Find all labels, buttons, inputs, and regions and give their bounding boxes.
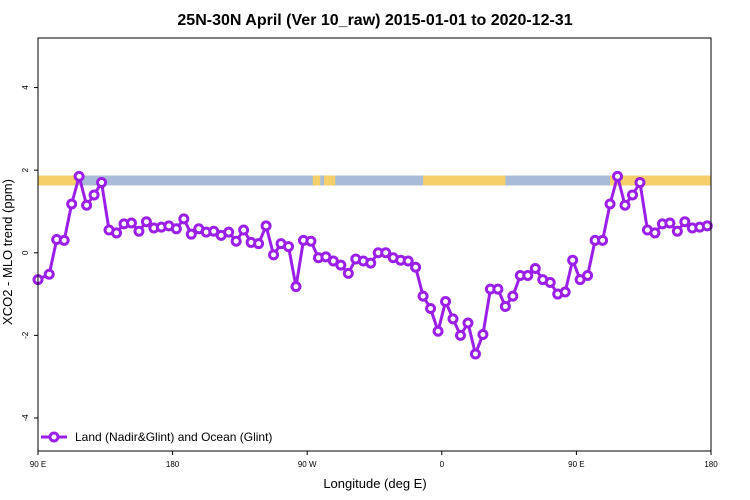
data-point [447,313,459,325]
y-tick-label: -2 [21,331,30,339]
data-point [402,255,414,267]
legend-marker [48,431,60,443]
data-point [43,268,55,280]
data-point [679,216,691,228]
y-axis: -4 -2 0 2 4 [21,85,38,422]
data-point [283,241,295,253]
data-point [701,220,713,232]
legend-label: Land (Nadir&Glint) and Ocean (Glint) [75,430,272,444]
x-tick-label: 0 [440,460,445,469]
data-point [223,226,235,238]
land-band-segment [312,175,321,186]
x-axis-label: Longitude (deg E) [323,476,426,491]
data-point [81,199,93,211]
data-point [335,259,347,271]
land-band-segment [324,175,336,186]
data-point [507,290,519,302]
data-point [96,177,108,189]
data-point [529,262,541,274]
data-point [664,217,676,229]
y-tick-label: 2 [21,167,30,172]
data-point [649,227,661,239]
data-point [253,238,265,250]
data-point [492,283,504,295]
x-axis: 90 E 180 90 W 0 90 E 180 [30,451,718,469]
series-layer [32,170,713,360]
data-point [260,220,272,232]
data-point [66,198,78,210]
data-point [522,269,534,281]
plot-frame [37,37,712,452]
data-point [342,267,354,279]
data-point [462,317,474,329]
data-point [178,213,190,225]
data-point [170,223,182,235]
data-point [671,225,683,237]
data-point [597,234,609,246]
data-point [230,235,242,247]
data-point [290,281,302,293]
x-tick-label: 90 W [298,460,317,469]
data-point [365,257,377,269]
data-point [612,170,624,182]
x-tick-label: 90 E [30,460,46,469]
data-point [440,295,452,307]
data-point [111,227,123,239]
y-tick-label: -4 [21,414,30,422]
x-tick-label: 180 [704,460,718,469]
land-ocean-band [38,175,711,186]
data-point [88,189,100,201]
data-point [604,198,616,210]
data-point [634,177,646,189]
y-tick-label: 0 [21,250,30,255]
data-point [410,261,422,273]
data-point [425,303,437,315]
data-point [305,235,317,247]
x-tick-label: 90 E [568,460,584,469]
data-point [559,286,571,298]
land-band-segment [423,175,506,186]
data-point [73,170,85,182]
data-point [380,247,392,259]
data-point [619,199,631,211]
ocean-band [38,175,711,186]
data-point [626,189,638,201]
chart-title: 25N-30N April (Ver 10_raw) 2015-01-01 to… [177,12,572,29]
data-point [238,224,250,236]
legend: Land (Nadir&Glint) and Ocean (Glint) [41,430,272,444]
data-point [140,216,152,228]
data-point [477,329,489,341]
data-point [582,269,594,281]
x-tick-label: 180 [166,460,180,469]
y-axis-label: XCO2 - MLO trend (ppm) [0,179,15,325]
data-point [499,300,511,312]
data-point [125,217,137,229]
land-band-segment [610,175,711,186]
data-point [268,249,280,261]
data-point [432,325,444,337]
data-point [544,276,556,288]
data-point [567,254,579,266]
y-tick-label: 4 [21,85,30,90]
data-point [469,348,481,360]
data-point [417,290,429,302]
land-band-segment [38,175,80,186]
data-point [185,228,197,240]
data-point [58,234,70,246]
data-point [133,225,145,237]
data-point [454,329,466,341]
